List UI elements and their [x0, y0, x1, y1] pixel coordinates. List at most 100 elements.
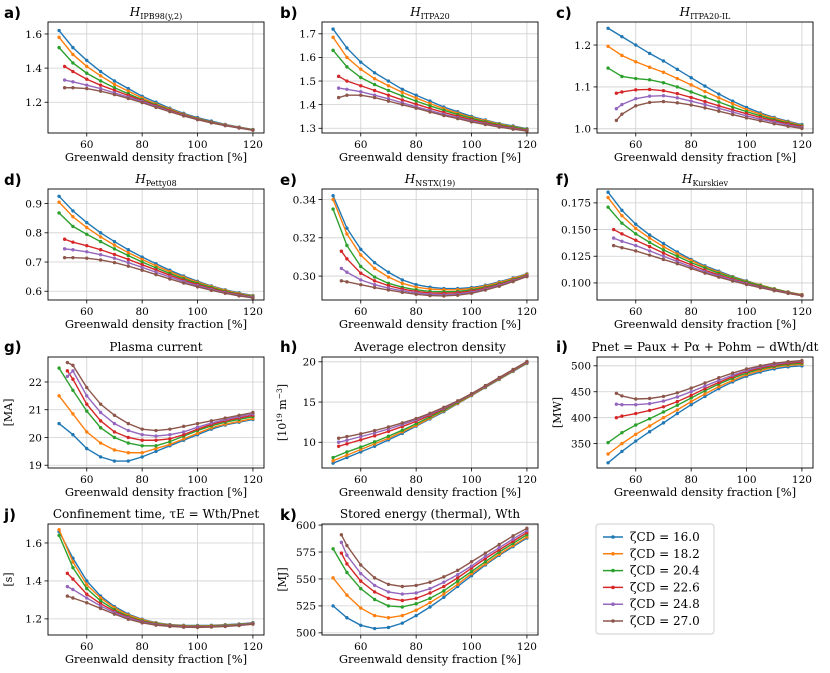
data-point — [372, 71, 377, 75]
data-point — [359, 84, 363, 88]
panel-title: HIPB98(y,2) — [129, 5, 182, 21]
data-point — [85, 232, 89, 236]
data-point — [661, 248, 666, 252]
data-point — [634, 249, 638, 253]
data-point — [98, 235, 103, 239]
data-point — [71, 69, 75, 74]
data-point — [359, 579, 363, 583]
ylabel-superscript: 19 — [275, 413, 284, 423]
x-axis-label: Greenwald density fraction [%] — [65, 150, 247, 164]
series-line-2 — [58, 201, 254, 297]
x-tick-label: 120 — [792, 306, 812, 318]
data-point — [345, 79, 349, 83]
y-tick-label: 0.34 — [293, 194, 317, 206]
data-point — [386, 596, 391, 601]
data-point — [730, 99, 735, 103]
data-point — [57, 533, 61, 538]
data-point — [442, 405, 446, 409]
data-point — [359, 253, 363, 257]
legend-marker — [611, 619, 615, 623]
y-tick-label: 20 — [29, 432, 42, 444]
data-point — [428, 101, 432, 106]
data-point — [717, 109, 721, 113]
legend-marker — [611, 535, 615, 539]
data-point — [400, 90, 405, 95]
data-point — [497, 546, 501, 550]
data-point — [345, 270, 349, 274]
data-point — [372, 444, 377, 448]
data-point — [689, 266, 693, 271]
data-point — [606, 26, 610, 30]
data-point — [703, 381, 707, 385]
data-point — [85, 71, 89, 75]
data-point — [331, 194, 335, 198]
plot-frame — [321, 21, 539, 134]
data-point — [620, 414, 624, 418]
x-tick-label: 100 — [462, 306, 482, 318]
data-point — [634, 243, 638, 248]
panel-letter: j) — [3, 506, 16, 524]
data-point — [126, 86, 131, 91]
data-point — [442, 113, 446, 118]
data-point — [689, 76, 693, 80]
data-point — [359, 606, 363, 610]
data-point — [675, 408, 680, 412]
data-point — [85, 256, 89, 260]
data-point — [414, 583, 418, 588]
data-point — [703, 89, 707, 94]
data-point — [126, 260, 131, 265]
y-tick-label: 1.2 — [574, 40, 591, 52]
data-point — [400, 94, 405, 98]
data-point — [386, 429, 391, 434]
data-point — [126, 459, 131, 463]
data-point — [98, 86, 103, 91]
data-point — [511, 534, 515, 538]
legend-entry: ζCD = 16.0 — [630, 530, 700, 544]
panel-letter: h) — [280, 338, 298, 356]
data-point — [647, 94, 652, 98]
data-point — [647, 249, 652, 253]
data-point — [85, 394, 89, 398]
data-point — [336, 440, 341, 444]
data-point — [730, 112, 735, 117]
data-point — [359, 89, 363, 94]
x-tick-label: 100 — [188, 641, 208, 653]
series-line-5 — [340, 529, 528, 595]
data-point — [634, 222, 638, 226]
data-point — [661, 410, 666, 414]
data-point — [620, 102, 624, 107]
data-point — [140, 427, 144, 431]
data-point — [237, 126, 241, 130]
data-point — [442, 589, 446, 593]
data-point — [428, 605, 432, 609]
data-point — [400, 605, 405, 609]
data-point — [620, 208, 624, 213]
data-point — [689, 399, 693, 404]
y-tick-label: 0.7 — [25, 257, 42, 269]
data-point — [359, 75, 363, 80]
data-point — [400, 290, 405, 295]
y-tick-label: 22 — [29, 377, 42, 389]
data-point — [647, 65, 652, 69]
data-point — [126, 253, 131, 258]
x-tick-label: 80 — [135, 306, 148, 318]
data-point — [71, 80, 75, 84]
data-point — [414, 422, 418, 426]
data-point — [345, 455, 349, 460]
data-point — [372, 282, 377, 287]
data-point — [71, 369, 75, 373]
series-line-1 — [58, 531, 253, 627]
data-point — [717, 100, 721, 104]
data-point — [140, 433, 144, 437]
data-point — [85, 58, 89, 63]
data-point — [511, 367, 515, 372]
data-point — [372, 285, 377, 290]
series-line-6 — [340, 527, 528, 588]
data-point — [359, 563, 363, 567]
title-subscript: ITPA20 — [421, 12, 450, 21]
data-point — [154, 428, 158, 433]
data-point — [336, 95, 341, 100]
data-point — [372, 431, 377, 435]
data-point — [112, 448, 117, 452]
x-tick-label: 120 — [243, 641, 263, 653]
